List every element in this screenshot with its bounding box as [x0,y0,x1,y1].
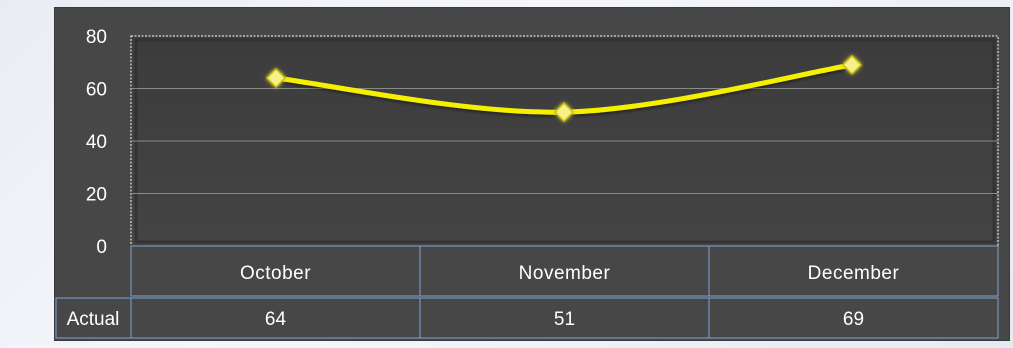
data-table: October 64 November 51 December 69 Actual [55,245,999,339]
x-category-label: November [519,263,611,284]
y-tick-label: 20 [86,185,107,206]
data-point-november [553,102,575,123]
y-axis: 0 20 40 60 80 [86,27,107,258]
y-tick-label: 80 [86,27,107,48]
table-cell-value: 51 [554,309,575,330]
y-tick-label: 40 [86,132,107,153]
data-point-october [265,67,287,89]
x-category-label: October [240,263,311,284]
series-actual [265,54,863,123]
table-row-label: Actual [67,309,120,330]
y-tick-label: 0 [96,237,107,258]
category-header-row [130,245,999,297]
table-cell-value: 69 [843,309,864,330]
gridlines [131,88,998,194]
y-tick-label: 60 [86,80,107,101]
x-category-label: December [808,263,900,284]
table-cell-value: 64 [265,309,287,330]
data-point-december [841,54,863,75]
table-row [55,297,999,339]
